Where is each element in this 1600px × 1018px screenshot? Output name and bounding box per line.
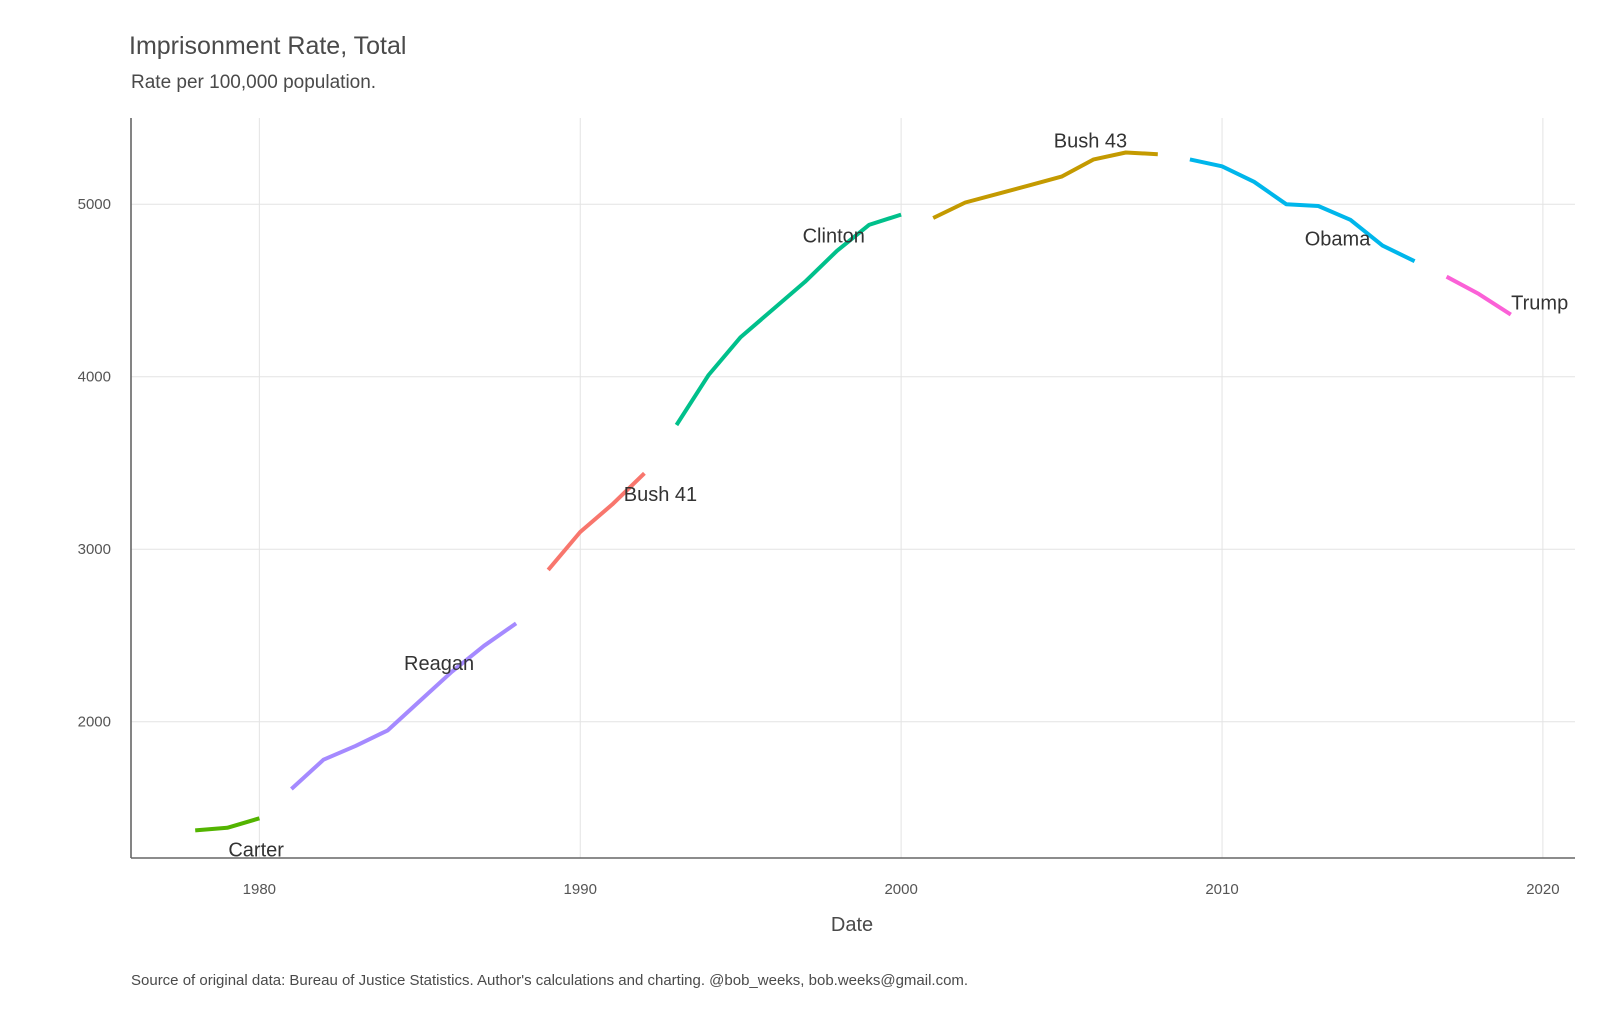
series-label-carter: Carter [228, 839, 284, 861]
x-tick-label: 1990 [564, 881, 597, 898]
y-tick-label: 3000 [78, 541, 111, 558]
chart-caption: Source of original data: Bureau of Justi… [131, 972, 968, 989]
x-axis-ticks: 1980 1990 2000 2010 2020 [243, 881, 1560, 898]
series-label-obama: Obama [1305, 229, 1371, 251]
x-axis-title: Date [831, 914, 873, 936]
series-label-reagan: Reagan [404, 653, 474, 675]
series-line-trump [1445, 274, 1512, 317]
y-tick-label: 5000 [78, 196, 111, 213]
series-label-bush-43: Bush 43 [1054, 130, 1127, 152]
x-tick-label: 2010 [1205, 881, 1238, 898]
series-label-trump: Trump [1511, 293, 1568, 315]
series-line-clinton [674, 212, 902, 427]
x-tick-label: 2000 [884, 881, 917, 898]
series-labels: Carter Reagan Bush 41 Clinton Bush 43 Obama Tr… [228, 130, 1568, 861]
y-axis-ticks: 2000 3000 4000 5000 [78, 196, 111, 730]
x-tick-label: 1980 [243, 881, 276, 898]
series-lines [195, 150, 1512, 833]
x-tick-label: 2020 [1526, 881, 1559, 898]
series-line-obama [1189, 157, 1416, 263]
chart-title: Imprisonment Rate, Total [129, 32, 406, 60]
series-label-bush-41: Bush 41 [624, 484, 697, 506]
series-label-clinton: Clinton [803, 225, 865, 247]
y-tick-label: 4000 [78, 369, 111, 386]
y-tick-label: 2000 [78, 714, 111, 731]
series-line-bush-41 [546, 471, 646, 572]
series-line-bush-43 [932, 150, 1158, 220]
gridlines [131, 118, 1575, 858]
series-line-carter [195, 816, 260, 833]
chart-subtitle: Rate per 100,000 population. [131, 72, 376, 93]
series-line-reagan [290, 621, 518, 791]
